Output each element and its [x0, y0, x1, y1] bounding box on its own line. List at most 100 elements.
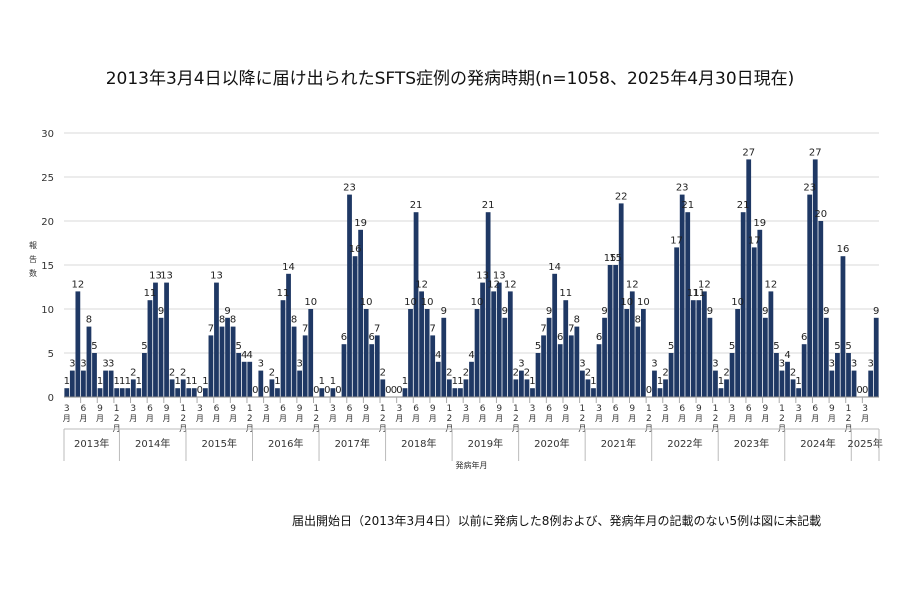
month-tick-char: 3	[729, 404, 735, 414]
month-tick-char: 月	[545, 414, 553, 423]
bar	[114, 388, 120, 397]
bar	[485, 212, 491, 397]
bar	[668, 353, 674, 397]
data-label: 11	[692, 288, 705, 299]
bar	[108, 370, 114, 397]
month-tick-char: 3	[330, 404, 336, 414]
month-tick-char: 6	[613, 404, 619, 414]
bar	[142, 353, 147, 397]
year-label: 2020年	[534, 437, 569, 450]
bar	[496, 282, 502, 397]
year-label: 2023年	[734, 437, 769, 450]
month-tick-char: 月	[612, 414, 620, 423]
month-tick-char: 6	[147, 404, 153, 414]
month-tick-label: 6月	[678, 404, 686, 423]
data-label: 3	[518, 359, 524, 370]
bar	[158, 317, 164, 397]
month-tick-char: 9	[297, 404, 303, 414]
month-tick-char: 3	[663, 404, 669, 414]
bar	[674, 247, 680, 397]
month-tick-char: 月	[96, 414, 104, 423]
bar	[774, 353, 779, 397]
bar	[241, 361, 247, 397]
bar	[302, 335, 308, 397]
bar	[729, 353, 735, 397]
bar	[147, 300, 153, 397]
data-label: 2	[380, 367, 386, 378]
data-label: 13	[160, 271, 173, 282]
bar	[208, 335, 214, 397]
year-label: 2021年	[601, 437, 636, 450]
data-label: 9	[762, 306, 768, 317]
data-label: 1	[718, 376, 724, 387]
month-tick-char: 2	[713, 414, 719, 424]
year-label: 2014年	[135, 437, 170, 450]
bar	[441, 317, 447, 397]
data-label: 3	[108, 359, 114, 370]
bar	[768, 291, 774, 397]
data-label: 6	[596, 332, 602, 343]
bar	[563, 300, 569, 397]
month-tick-char: 3	[796, 404, 802, 414]
month-tick-char: 6	[812, 404, 818, 414]
data-label: 1	[64, 376, 70, 387]
bar	[607, 265, 613, 397]
bar	[707, 317, 713, 397]
bar	[452, 388, 458, 397]
bar	[136, 388, 142, 397]
data-label: 16	[349, 244, 362, 255]
data-label: 10	[421, 297, 434, 308]
y-tick-label: 0	[48, 393, 54, 404]
month-tick-char: 月	[362, 414, 370, 423]
month-tick-label: 6月	[279, 404, 287, 423]
month-tick-char: 2	[580, 414, 586, 424]
bar	[873, 317, 879, 397]
bar	[280, 300, 286, 397]
data-label: 4	[784, 350, 790, 361]
bar	[69, 370, 75, 397]
data-label: 12	[71, 279, 84, 290]
month-tick-label: 6月	[346, 404, 354, 423]
month-tick-char: 1	[580, 404, 586, 414]
bar	[696, 300, 702, 397]
month-tick-label: 6月	[146, 404, 154, 423]
bar	[469, 361, 474, 397]
month-tick-char: 月	[861, 414, 869, 423]
bar	[724, 379, 729, 397]
month-tick-label: 9月	[495, 404, 503, 423]
data-label: 1	[402, 376, 408, 387]
month-tick-char: 6	[413, 404, 419, 414]
y-axis-label-char: 告	[29, 254, 37, 264]
month-tick-label: 3月	[129, 404, 137, 423]
bars	[64, 159, 879, 397]
data-label: 2	[513, 367, 519, 378]
bar	[297, 370, 303, 397]
month-tick-label: 6月	[545, 404, 553, 423]
data-label: 7	[302, 323, 308, 334]
month-tick-char: 1	[779, 404, 785, 414]
bar	[269, 379, 275, 397]
data-label: 1	[119, 376, 125, 387]
bar	[369, 344, 375, 397]
data-label: 1	[529, 376, 535, 387]
data-label: 3	[296, 359, 302, 370]
data-label: 15	[604, 253, 617, 264]
data-label: 3	[579, 359, 585, 370]
bar	[519, 370, 524, 397]
data-label: 5	[141, 341, 147, 352]
data-label: 3	[779, 359, 785, 370]
data-label: 10	[620, 297, 633, 308]
month-tick-label: 6月	[479, 404, 487, 423]
data-label: 10	[360, 297, 373, 308]
data-label: 20	[814, 209, 827, 220]
month-tick-label: 6月	[612, 404, 620, 423]
data-label: 4	[468, 350, 474, 361]
month-tick-char: 3	[64, 404, 70, 414]
data-label: 2	[790, 367, 796, 378]
month-tick-char: 月	[429, 414, 437, 423]
month-tick-label: 3月	[329, 404, 337, 423]
y-tick-label: 25	[41, 173, 54, 184]
data-label: 1	[113, 376, 119, 387]
data-label: 1	[330, 376, 336, 387]
